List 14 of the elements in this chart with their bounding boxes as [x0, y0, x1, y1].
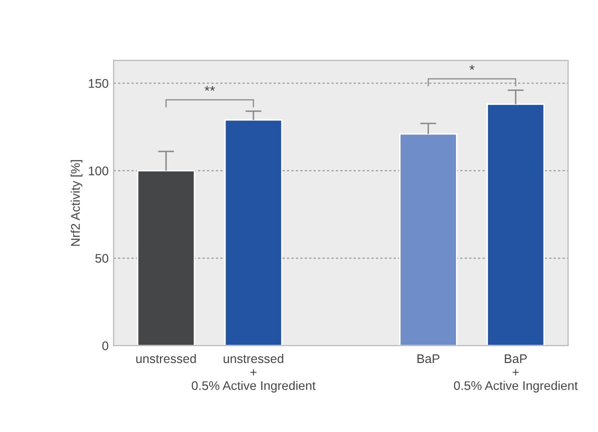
bar	[399, 133, 458, 346]
bar	[224, 119, 283, 346]
bar	[486, 104, 545, 346]
x-tick-label: BaP	[417, 354, 440, 364]
y-tick-label: 100	[88, 166, 108, 176]
y-tick-label: 0	[102, 341, 108, 350]
y-axis-title: Nrf2 Activity [%]	[70, 160, 82, 246]
bar	[136, 170, 196, 346]
annotation: *	[469, 64, 474, 70]
y-tick-label: 150	[88, 79, 108, 88]
x-tick-label: BaP + 0.5% Active Ingredient	[454, 354, 578, 393]
annotation: **	[204, 86, 215, 91]
y-tick-label: 50	[95, 254, 108, 263]
x-tick-label: unstressed	[136, 354, 196, 364]
